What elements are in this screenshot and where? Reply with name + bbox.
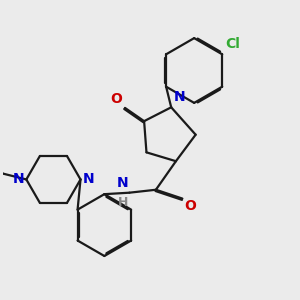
Text: Cl: Cl xyxy=(226,38,241,51)
Text: O: O xyxy=(185,199,197,213)
Text: N: N xyxy=(116,176,128,190)
Text: N: N xyxy=(174,90,185,104)
Text: N: N xyxy=(83,172,94,186)
Text: O: O xyxy=(111,92,123,106)
Text: N: N xyxy=(12,172,24,186)
Text: H: H xyxy=(118,196,128,209)
